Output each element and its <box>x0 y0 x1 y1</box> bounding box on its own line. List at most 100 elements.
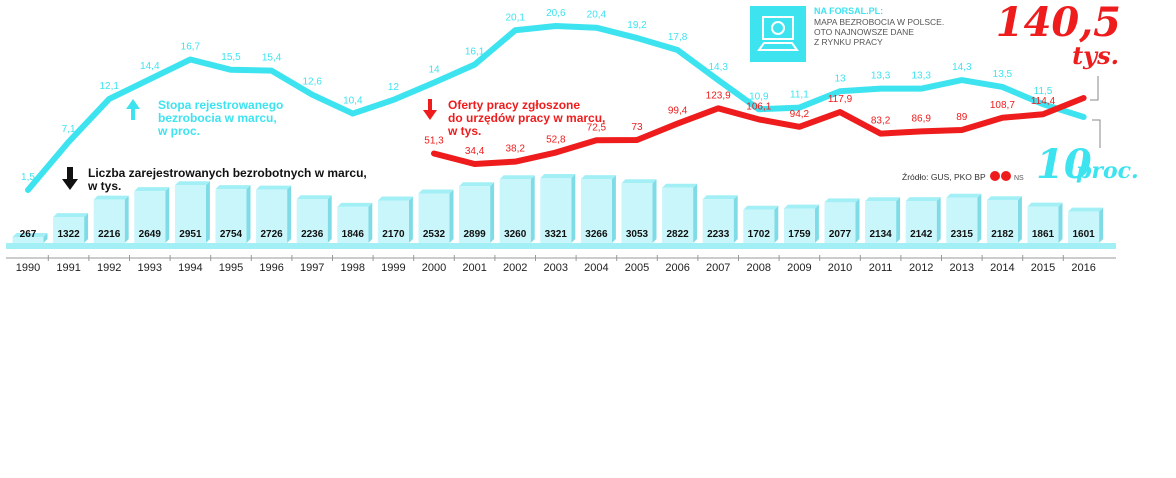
bar-side <box>652 179 657 243</box>
rate-caption-line2: bezrobocia w marcu, <box>158 111 277 125</box>
rate-value-label: 12,6 <box>302 77 322 88</box>
rate-value-label: 13,3 <box>911 71 931 82</box>
bar-value-label: 3321 <box>545 229 568 240</box>
bar <box>53 217 85 243</box>
rate-caption-line1: Stopa rejestrowanego <box>158 98 283 112</box>
offers-value-label: 86,9 <box>911 113 931 124</box>
bar <box>459 186 491 243</box>
bar-side <box>936 197 941 243</box>
rate-value-label: 15,5 <box>221 52 241 63</box>
offers-value-label: 123,9 <box>706 90 731 101</box>
bar-value-label: 3266 <box>585 229 608 240</box>
year-label: 2002 <box>503 262 527 274</box>
rate-value-label: 17,8 <box>668 32 688 43</box>
bar-side <box>1017 196 1022 243</box>
bar <box>865 201 897 243</box>
year-label: 2000 <box>422 262 446 274</box>
offers-value-label: 34,4 <box>465 146 485 157</box>
year-label: 2004 <box>584 262 608 274</box>
bar-value-label: 1759 <box>788 229 811 240</box>
bar-side <box>1099 207 1104 243</box>
bar-value-label: 2754 <box>220 229 243 240</box>
bar-value-label: 2182 <box>991 229 1014 240</box>
bar-side <box>408 196 413 243</box>
rate-value-label: 13,5 <box>993 69 1013 80</box>
year-label: 1998 <box>341 262 365 274</box>
bar-value-label: 2233 <box>707 229 730 240</box>
year-label: 1999 <box>381 262 405 274</box>
rate-callout-value: 10 <box>1036 141 1092 188</box>
bar <box>702 199 734 243</box>
bar-top <box>134 187 170 192</box>
bar-top <box>905 197 941 202</box>
year-label: 1993 <box>138 262 162 274</box>
offers-callout-value: 140,5 <box>996 0 1121 46</box>
bars-caption-line1: Liczba zarejestrowanych bezrobotnych w m… <box>88 166 367 180</box>
bar-side <box>814 204 819 243</box>
rate-callout-unit: proc. <box>1076 158 1139 184</box>
bar-value-label: 1702 <box>748 229 771 240</box>
bar <box>1068 211 1100 243</box>
promo[interactable]: NA FORSAL.PL: MAPA BEZROBOCIA W POLSCE. … <box>750 6 944 62</box>
bars-caption: Liczba zarejestrowanych bezrobotnych w m… <box>62 166 367 193</box>
offers-value-label: 106,1 <box>746 101 771 112</box>
bar-top <box>459 182 495 187</box>
bar-value-label: 2899 <box>463 229 486 240</box>
bar-top <box>783 204 819 209</box>
year-label: 2016 <box>1071 262 1095 274</box>
year-label: 2011 <box>869 262 893 274</box>
bar-top <box>865 197 901 202</box>
bar <box>499 179 531 243</box>
bar-top <box>621 179 657 184</box>
offers-value-label: 51,3 <box>424 135 444 146</box>
rate-line <box>25 23 1087 193</box>
bar-side <box>246 185 251 243</box>
rate-value-label: 16,7 <box>181 41 201 52</box>
bar-value-label: 2532 <box>423 229 446 240</box>
year-label: 2013 <box>950 262 974 274</box>
year-label: 2007 <box>706 262 730 274</box>
offers-caption-line3: w tys. <box>447 124 481 138</box>
rate-value-label: 12 <box>388 82 400 93</box>
bar-value-label: 2236 <box>301 229 324 240</box>
bar <box>93 199 125 243</box>
bar-top <box>53 213 89 218</box>
bar-base <box>6 243 1116 249</box>
bar-side <box>733 195 738 243</box>
bar-top <box>662 183 698 188</box>
bar-value-label: 2216 <box>98 229 121 240</box>
rate-value-label: 20,6 <box>546 8 566 19</box>
bar-value-label: 2315 <box>951 229 974 240</box>
offers-value-label: 83,2 <box>871 116 891 127</box>
bar <box>824 202 856 243</box>
rate-value-label: 7,1 <box>62 124 76 135</box>
bar-side <box>84 213 89 243</box>
bar-side <box>693 183 698 243</box>
bar-side <box>449 189 454 243</box>
year-label: 1990 <box>16 262 40 274</box>
promo-site[interactable]: NA FORSAL.PL: <box>814 6 883 16</box>
rate-value-label: 15,4 <box>262 53 282 64</box>
bar-top <box>215 185 251 190</box>
offers-value-label: 94,2 <box>790 109 810 120</box>
bar-value-label: 2142 <box>910 229 933 240</box>
source: Źródło: GUS, PKO BP NS <box>902 171 1024 182</box>
bar-side <box>977 193 982 243</box>
year-label: 2012 <box>909 262 933 274</box>
bar <box>296 199 328 243</box>
rate-callout-leader <box>1092 119 1101 148</box>
bar <box>621 183 653 243</box>
bar-top <box>256 185 292 190</box>
rate-value-label: 14,4 <box>140 61 160 72</box>
year-label: 1994 <box>178 262 202 274</box>
bar-side <box>205 181 210 243</box>
bar <box>986 200 1018 243</box>
bar <box>783 208 815 243</box>
bar-value-label: 2170 <box>382 229 405 240</box>
bar-side <box>774 205 779 243</box>
rate-value-label: 20,4 <box>587 10 607 21</box>
bar-value-label: 2951 <box>179 229 202 240</box>
rate-value-label: 14,3 <box>708 62 728 73</box>
offers-callout-leader <box>1090 76 1099 101</box>
